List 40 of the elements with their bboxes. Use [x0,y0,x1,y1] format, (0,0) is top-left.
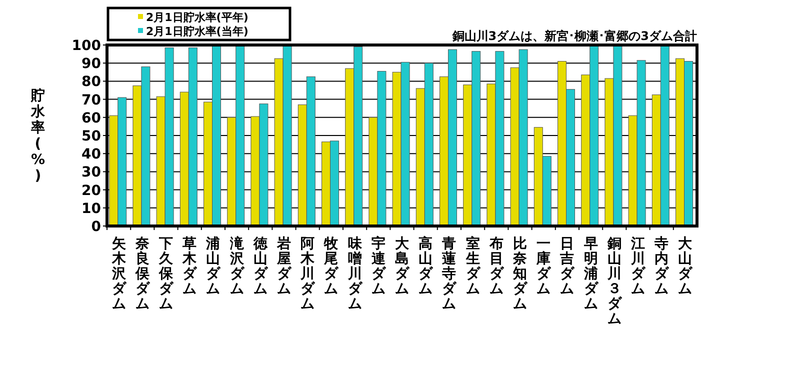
y-tick-label: 50 [82,128,102,144]
legend-label: 2月1日貯水率(平年) [146,11,248,24]
x-tick-label: 味噌川ダム [346,236,363,312]
y-tick-label: 0 [91,219,102,235]
x-tick-label: 室生ダム [464,235,481,297]
x-tick-label: 草木ダム [182,236,198,297]
x-tick-label: 一庫ダム [536,236,552,297]
x-tick-label: 徳山ダム [252,236,268,297]
y-tick-label: 10 [82,200,102,217]
x-tick-label: 宇連ダム [370,235,386,297]
x-tick-label: 大山ダム [678,236,694,297]
x-tick-label: 江川ダム [630,236,646,297]
y-tick-label: 30 [82,164,102,181]
text: 銅山川3ダムは、新宮･柳瀬･富郷の3ダム合計 [451,29,697,43]
x-tick-label: 高山ダム [418,235,434,297]
y-axis-title: 貯水率(%) [30,87,46,184]
x-tick-label: 下久保ダム [158,236,174,312]
x-tick-label: 布目ダム [488,236,504,297]
x-tick-label: 奈良俣ダム [134,236,150,312]
legend-label: 2月1日貯水率(当年) [146,25,248,38]
x-tick-label: 大島ダム [395,236,410,297]
x-tick-label: 矢木沢ダム [110,236,127,312]
x-tick-label: 阿木川ダム [300,236,316,312]
x-tick-label: 青蓮寺ダム [441,236,458,312]
y-tick-label: 60 [82,110,102,126]
y-tick-label: 40 [82,146,102,163]
x-tick-label: 浦山ダム [205,236,222,297]
y-tick-label: 20 [82,182,102,199]
x-tick-label: 銅山川３ダム [606,236,622,327]
x-tick-label: 牧尾ダム [323,236,340,297]
y-tick-label: 90 [82,56,102,72]
x-tick-label: 比奈知ダム [512,236,528,312]
y-tick-label: 70 [82,92,102,108]
y-tick-label: 80 [82,74,102,90]
x-tick-label: 滝沢ダム [228,235,245,297]
x-tick-label: 早明浦ダム [582,236,599,312]
y-tick-label: 100 [72,38,102,54]
x-tick-label: 日吉ダム [559,236,576,297]
x-tick-label: 寺内ダム [654,236,670,297]
x-tick-label: 岩屋ダム [276,236,292,297]
